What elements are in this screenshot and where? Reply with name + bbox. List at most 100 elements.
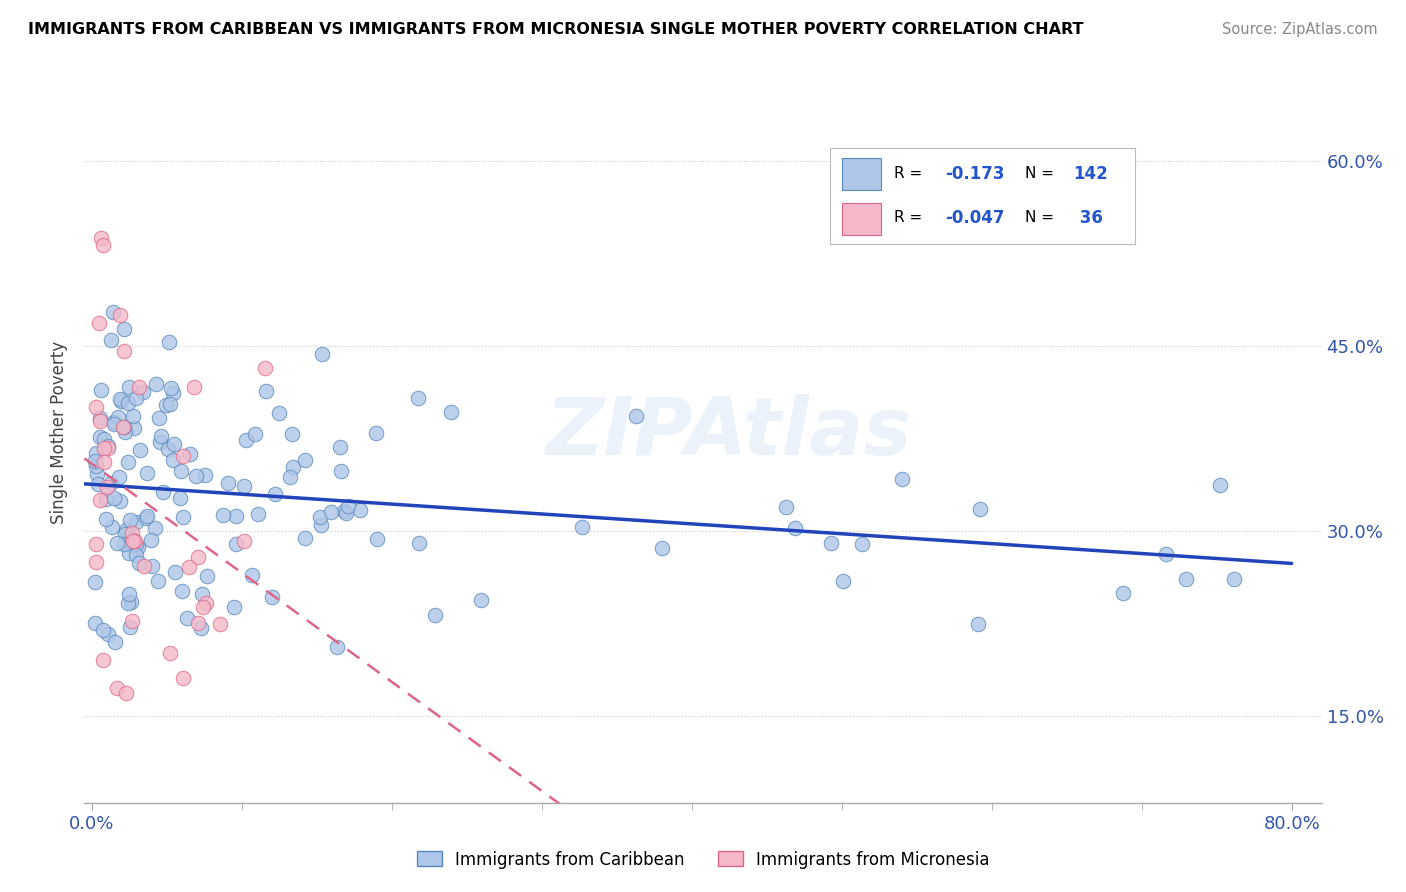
Point bbox=[152, 484, 174, 499]
Point bbox=[139, 533, 162, 547]
Point bbox=[117, 596, 139, 610]
Point bbox=[169, 491, 191, 505]
Point bbox=[115, 524, 138, 538]
FancyBboxPatch shape bbox=[842, 203, 882, 235]
Point bbox=[86, 555, 108, 569]
Point bbox=[157, 334, 180, 349]
Point bbox=[121, 614, 143, 628]
Point bbox=[349, 503, 371, 517]
Point bbox=[84, 575, 107, 590]
Point bbox=[96, 512, 118, 526]
Point bbox=[335, 506, 357, 520]
Point bbox=[172, 671, 194, 685]
Point bbox=[187, 549, 209, 564]
Point bbox=[157, 442, 180, 456]
Point bbox=[86, 458, 108, 473]
Point bbox=[243, 426, 266, 441]
Point bbox=[1112, 586, 1135, 600]
Point bbox=[96, 480, 118, 494]
Point bbox=[172, 510, 194, 524]
Point bbox=[108, 493, 131, 508]
Point bbox=[311, 347, 333, 361]
Point bbox=[128, 380, 150, 394]
Point bbox=[103, 415, 125, 429]
Point bbox=[294, 453, 316, 467]
Point bbox=[118, 587, 141, 601]
Point bbox=[209, 617, 232, 632]
Point bbox=[1208, 477, 1230, 491]
Point bbox=[1154, 547, 1177, 561]
Text: 36: 36 bbox=[1074, 209, 1102, 227]
Text: 142: 142 bbox=[1074, 165, 1108, 183]
Point bbox=[124, 534, 146, 549]
Point bbox=[191, 587, 214, 601]
Point bbox=[232, 534, 254, 549]
Point bbox=[100, 476, 122, 491]
Point bbox=[125, 548, 148, 562]
Point bbox=[177, 560, 200, 574]
Point bbox=[294, 531, 316, 545]
Point bbox=[267, 406, 290, 420]
Point bbox=[406, 391, 429, 405]
Point bbox=[103, 305, 125, 319]
Point bbox=[115, 686, 138, 700]
Point bbox=[121, 532, 143, 546]
Point bbox=[651, 541, 673, 555]
Legend: Immigrants from Caribbean, Immigrants from Micronesia: Immigrants from Caribbean, Immigrants fr… bbox=[416, 850, 990, 869]
Point bbox=[195, 596, 218, 610]
Text: R =: R = bbox=[894, 166, 927, 181]
Point bbox=[118, 546, 141, 560]
Point bbox=[103, 417, 125, 432]
Point bbox=[247, 507, 270, 521]
Point bbox=[1222, 572, 1244, 586]
Point bbox=[143, 521, 166, 535]
Point bbox=[112, 322, 135, 336]
Point bbox=[86, 537, 108, 551]
Point bbox=[329, 464, 352, 478]
Point bbox=[319, 506, 342, 520]
Point bbox=[97, 442, 120, 456]
Point bbox=[254, 360, 277, 375]
Point bbox=[108, 308, 131, 322]
Point bbox=[211, 508, 233, 522]
Point bbox=[217, 476, 239, 491]
Point bbox=[408, 536, 430, 550]
Point bbox=[260, 590, 283, 604]
Point bbox=[195, 569, 218, 583]
Y-axis label: Single Mother Poverty: Single Mother Poverty bbox=[51, 341, 69, 524]
Point bbox=[148, 574, 170, 588]
Point bbox=[366, 425, 388, 440]
Point bbox=[86, 400, 108, 414]
Point bbox=[233, 479, 256, 493]
Point bbox=[121, 538, 143, 552]
Point bbox=[254, 384, 277, 399]
Point bbox=[94, 491, 117, 506]
Point bbox=[155, 398, 177, 412]
Text: N =: N = bbox=[1025, 166, 1059, 181]
Point bbox=[125, 391, 148, 405]
Point bbox=[308, 510, 330, 524]
Point bbox=[162, 385, 184, 400]
Point bbox=[107, 409, 129, 424]
Point bbox=[84, 446, 107, 460]
Point bbox=[281, 426, 304, 441]
Point bbox=[128, 442, 150, 457]
Point bbox=[105, 535, 128, 549]
Point bbox=[162, 453, 184, 467]
Point bbox=[93, 454, 115, 468]
Text: N =: N = bbox=[1025, 211, 1059, 226]
Point bbox=[93, 653, 115, 667]
Point bbox=[172, 583, 194, 598]
Point bbox=[136, 508, 159, 523]
Point bbox=[191, 599, 214, 614]
Point bbox=[114, 527, 136, 541]
Point bbox=[90, 231, 112, 245]
Point bbox=[194, 468, 217, 483]
Point bbox=[103, 491, 125, 506]
Point bbox=[281, 460, 304, 475]
Point bbox=[135, 466, 157, 480]
Point bbox=[165, 565, 187, 579]
Point bbox=[114, 425, 136, 439]
Point bbox=[820, 536, 842, 550]
Point bbox=[190, 621, 212, 635]
